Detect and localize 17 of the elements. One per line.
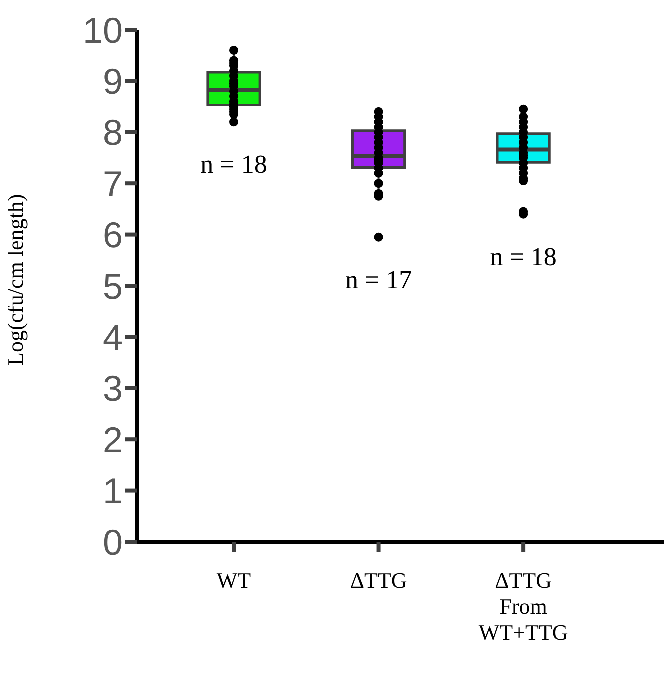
annotation: n = 17 [345,265,412,294]
y-tick-label: 5 [102,266,123,307]
annotation: n = 18 [490,242,557,272]
x-tick-label: WT [216,568,252,593]
y-tick-label: 6 [102,214,123,256]
y-tick-label: 4 [102,316,123,358]
y-tick-label: 0 [102,522,123,563]
y-tick-label: 7 [102,163,123,204]
x-tick-label: ΔTTG [350,568,408,593]
y-tick-label: 3 [102,368,123,410]
y-tick-label: 10 [82,10,123,51]
y-tick-label: 9 [102,60,123,102]
y-tick-label: 1 [102,470,123,512]
x-tick-label: ΔTTG From WT+TTG [478,568,568,645]
y-tick-label: 2 [102,419,123,460]
annotation: n = 18 [200,150,268,180]
y-tick-label: 8 [102,112,123,154]
